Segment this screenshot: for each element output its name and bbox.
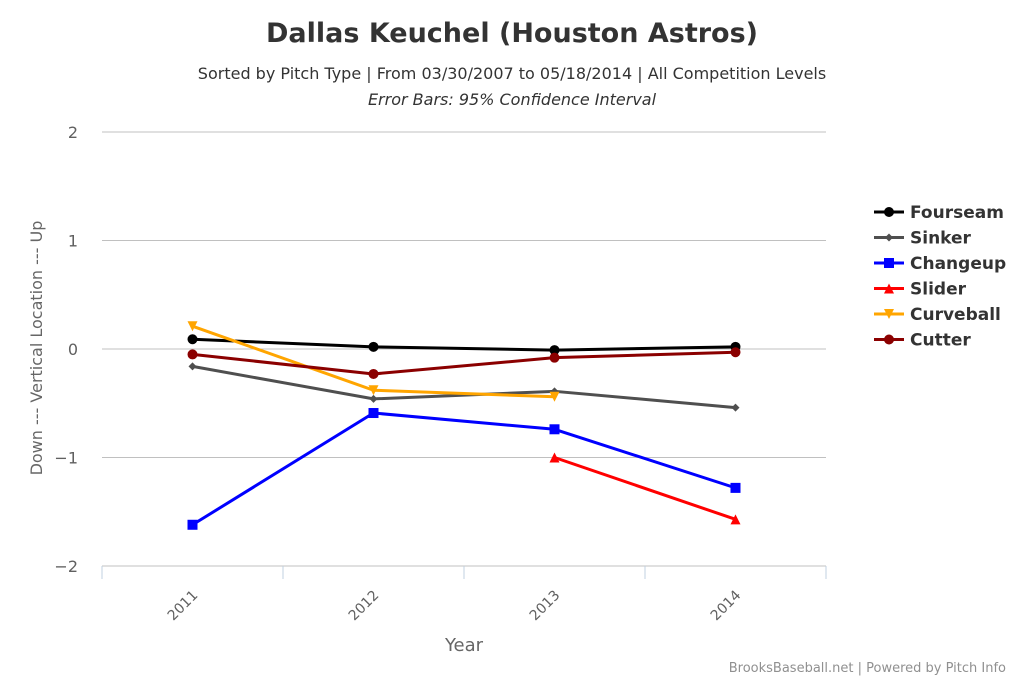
x-tick-label: 2014 — [708, 587, 745, 624]
legend-item-fourseam[interactable]: Fourseam — [874, 203, 1004, 223]
legend-marker[interactable] — [884, 309, 894, 319]
data-point-cutter[interactable] — [549, 352, 560, 363]
chart-title: Dallas Keuchel (Houston Astros) — [266, 18, 758, 49]
y-axis: 2 1 0 −1 −2 — [54, 123, 78, 576]
legend-label: Curveball — [910, 305, 1001, 325]
chart-subtitle-error-bars: Error Bars: 95% Confidence Interval — [368, 90, 657, 109]
data-point-cutter[interactable] — [730, 347, 741, 358]
x-tick-label: 2011 — [165, 588, 202, 625]
y-tick-label: 1 — [68, 232, 78, 251]
legend-item-changeup[interactable]: Changeup — [874, 254, 1006, 274]
legend-item-curveball[interactable]: Curveball — [874, 305, 1001, 325]
data-point-sinker[interactable] — [369, 394, 378, 403]
data-point-fourseam[interactable] — [368, 341, 379, 352]
x-axis: 2011 2012 2013 2014 — [101, 566, 827, 625]
data-point-curveball[interactable] — [187, 321, 198, 332]
legend-label: Slider — [910, 280, 967, 300]
series-line-changeup[interactable] — [191, 411, 736, 527]
legend-marker[interactable] — [884, 258, 894, 268]
data-point-cutter[interactable] — [368, 368, 379, 379]
legend-label: Fourseam — [910, 203, 1004, 223]
legend-item-cutter[interactable]: Cutter — [874, 331, 971, 351]
legend-marker[interactable] — [884, 207, 894, 217]
chart-subtitle: Sorted by Pitch Type | From 03/30/2007 t… — [198, 64, 826, 83]
legend-label: Sinker — [910, 229, 972, 249]
credits[interactable]: BrooksBaseball.net | Powered by Pitch In… — [729, 661, 1006, 676]
data-point-fourseam[interactable] — [549, 345, 560, 356]
x-axis-title: Year — [444, 635, 484, 656]
series-curveball — [187, 321, 560, 402]
series-fourseam — [187, 334, 741, 356]
y-tick-label: −1 — [54, 449, 78, 468]
series-line-cutter[interactable] — [192, 350, 736, 376]
legend[interactable]: Fourseam Sinker Changeup Slider Curveball Cut… — [874, 203, 1006, 351]
data-point-sinker[interactable] — [188, 362, 197, 371]
x-tick-label: 2012 — [346, 588, 383, 625]
series-cutter — [187, 347, 741, 379]
data-point-changeup[interactable] — [549, 424, 560, 435]
legend-item-slider[interactable]: Slider — [874, 280, 967, 300]
legend-item-sinker[interactable]: Sinker — [874, 229, 972, 249]
y-tick-label: 2 — [68, 123, 78, 142]
data-point-changeup[interactable] — [368, 408, 379, 419]
legend-marker[interactable] — [884, 283, 894, 294]
series-slider — [549, 452, 741, 525]
data-point-changeup[interactable] — [730, 482, 741, 493]
series-sinker — [188, 362, 740, 412]
series-group — [187, 321, 741, 530]
data-point-cutter[interactable] — [187, 349, 198, 360]
series-changeup — [187, 408, 741, 530]
data-point-curveball[interactable] — [368, 385, 379, 396]
data-point-curveball[interactable] — [549, 391, 560, 402]
y-axis-title: Down --- Vertical Location --- Up — [27, 221, 46, 476]
legend-label: Cutter — [910, 331, 971, 351]
data-point-fourseam[interactable] — [187, 334, 198, 345]
series-line-sinker[interactable] — [192, 364, 736, 410]
x-tick-label: 2013 — [527, 588, 564, 625]
y-tick-label: −2 — [54, 557, 78, 576]
data-point-slider[interactable] — [549, 452, 560, 463]
data-point-changeup[interactable] — [187, 519, 198, 530]
series-line-fourseam[interactable] — [192, 337, 736, 352]
legend-marker[interactable] — [885, 233, 893, 242]
series-line-slider[interactable] — [554, 456, 736, 521]
legend-marker[interactable] — [884, 334, 894, 345]
y-tick-label: 0 — [68, 340, 78, 359]
data-point-sinker[interactable] — [731, 403, 740, 412]
legend-label: Changeup — [910, 254, 1006, 274]
data-point-slider[interactable] — [730, 514, 741, 525]
